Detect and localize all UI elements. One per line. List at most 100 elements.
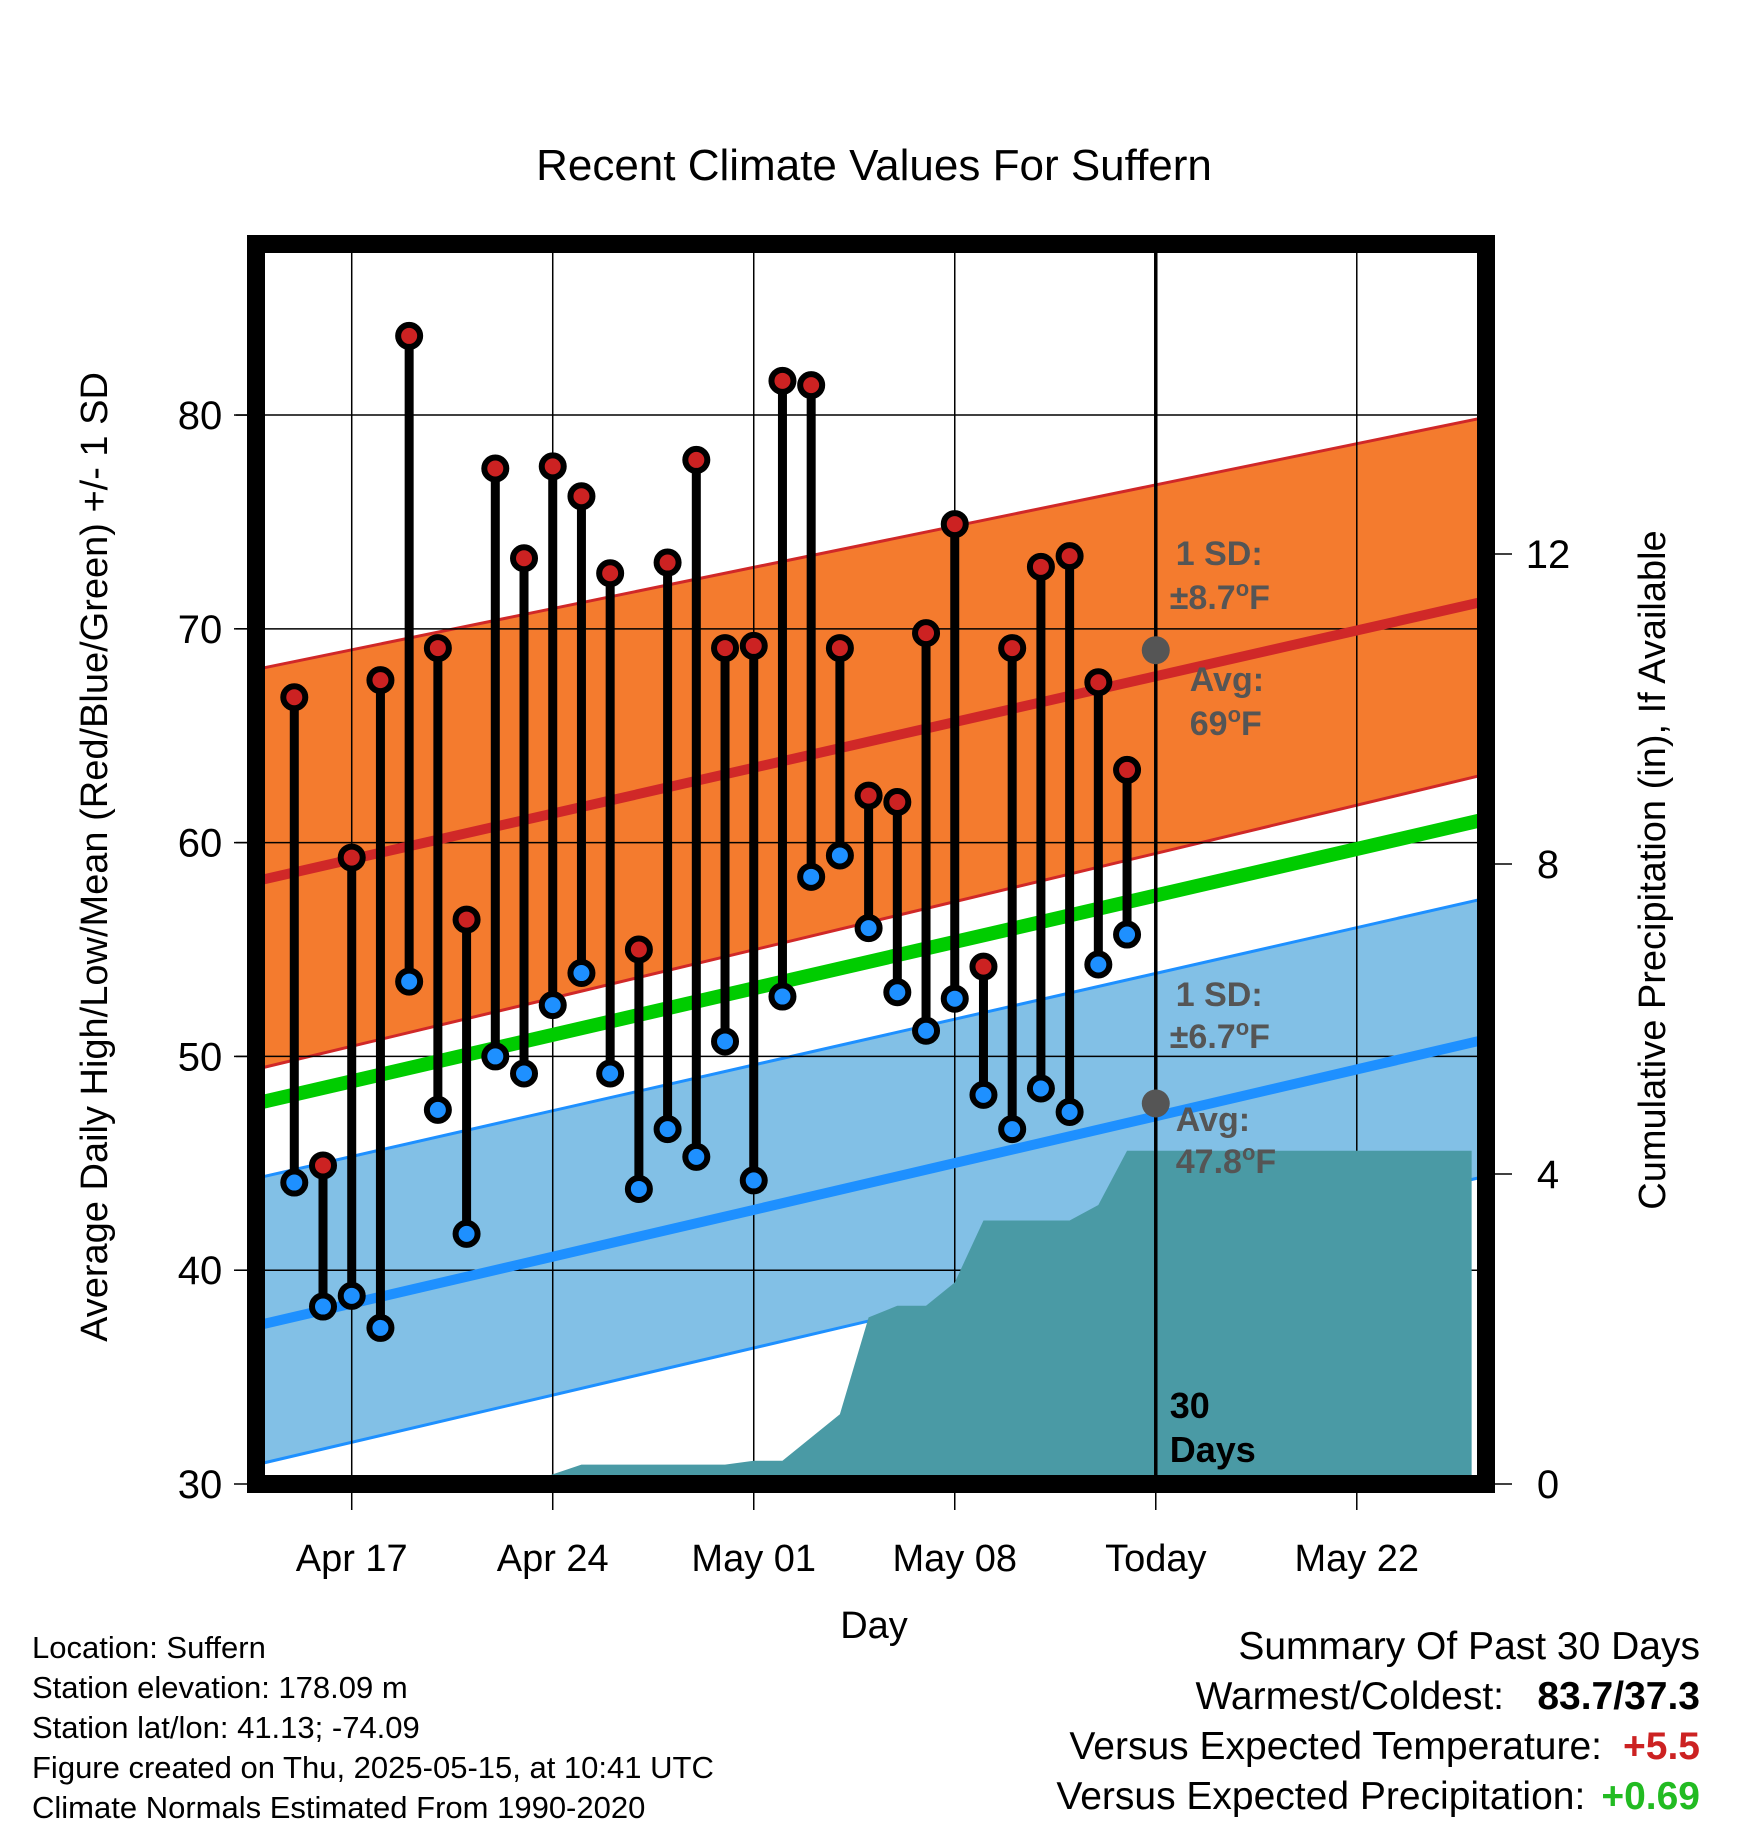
precip-label: Versus Expected Precipitation: xyxy=(1056,1775,1586,1818)
high-sd-value: ±8.7oF xyxy=(1170,576,1270,617)
high-temp-point xyxy=(452,905,481,934)
high-temp-point xyxy=(969,952,998,981)
summary-temp: Versus Expected Temperature: +5.5 xyxy=(1056,1722,1700,1772)
high-temp-point xyxy=(1113,755,1142,784)
low-temp-point xyxy=(538,991,567,1020)
high-temp-point xyxy=(739,631,768,660)
low-temp-point xyxy=(825,841,854,870)
low-temp-point xyxy=(883,978,912,1007)
low-temp-point xyxy=(596,1059,625,1088)
chart-title: Recent Climate Values For Suffern xyxy=(536,141,1212,190)
y-tick-label: 30 xyxy=(178,1463,223,1507)
high-temp-point xyxy=(854,781,883,810)
high-temp-point xyxy=(596,559,625,588)
low-sd-label: 1 SD: xyxy=(1176,976,1263,1014)
low-temp-point xyxy=(1026,1074,1055,1103)
low-temp-point xyxy=(1113,920,1142,949)
low-temp-point xyxy=(739,1166,768,1195)
high-temp-point xyxy=(366,666,395,695)
x-tick-label: May 08 xyxy=(892,1538,1017,1580)
days-label-text: Days xyxy=(1170,1429,1256,1470)
high-temp-point xyxy=(1055,542,1084,571)
high-avg-label: Avg: xyxy=(1190,661,1264,699)
low-temp-point xyxy=(567,959,596,988)
y-tick-label: 60 xyxy=(178,822,223,866)
high-avg-value: 69oF xyxy=(1190,702,1262,743)
high-temp-point xyxy=(567,482,596,511)
low-temp-point xyxy=(969,1080,998,1109)
y2-tick-label: 0 xyxy=(1537,1463,1559,1507)
high-temp-point xyxy=(280,683,309,712)
location-text: Location: Suffern xyxy=(32,1630,266,1665)
low-avg-value: 47.8oF xyxy=(1176,1140,1276,1181)
low-temp-point xyxy=(366,1313,395,1342)
precip-area xyxy=(524,1150,1472,1484)
low-temp-point xyxy=(452,1219,481,1248)
high-temp-point xyxy=(912,619,941,648)
high-temp-point xyxy=(1026,552,1055,581)
low-temp-point xyxy=(395,967,424,996)
low-temp-point xyxy=(1055,1098,1084,1126)
x-tick-label: May 22 xyxy=(1294,1538,1419,1580)
low-avg-label: Avg: xyxy=(1176,1101,1250,1139)
high-temp-point xyxy=(883,788,912,816)
low-upper-edge xyxy=(255,896,1487,1180)
high-temp-point xyxy=(825,634,854,663)
low-temp-point xyxy=(481,1042,510,1071)
low-sd-value: ±6.7oF xyxy=(1170,1015,1270,1056)
high-temp-point xyxy=(337,843,366,872)
low-avg-marker xyxy=(1141,1089,1170,1118)
plot-frame xyxy=(247,235,1495,1493)
summary-precip: Versus Expected Precipitation: +0.69 xyxy=(1056,1772,1700,1822)
low-temp-point xyxy=(280,1168,309,1197)
created-text: Figure created on Thu, 2025-05-15, at 10… xyxy=(32,1750,714,1785)
temp-value: +5.5 xyxy=(1623,1725,1700,1768)
low-temp-point xyxy=(423,1095,452,1124)
high-temp-point xyxy=(481,454,510,483)
summary-title: Summary Of Past 30 Days xyxy=(1238,1625,1700,1668)
low-temp-point xyxy=(912,1016,941,1045)
high-temp-point xyxy=(395,321,424,350)
warm-cold-label: Warmest/Coldest: xyxy=(1195,1675,1504,1718)
days-label-number: 30 xyxy=(1170,1385,1210,1426)
x-tick-label: Apr 17 xyxy=(296,1538,408,1580)
high-temp-point xyxy=(538,452,567,481)
y-tick-label: 50 xyxy=(178,1035,223,1079)
y2-axis-label: Cumulative Precipitation (in), If Availa… xyxy=(1632,530,1674,1209)
latlon-text: Station lat/lon: 41.13; -74.09 xyxy=(32,1710,420,1745)
low-temp-point xyxy=(797,862,826,891)
high-temp-point xyxy=(1084,668,1113,697)
high-temp-point xyxy=(423,634,452,663)
y-tick-label: 40 xyxy=(178,1249,223,1293)
high-temp-point xyxy=(711,634,740,663)
low-normal-line xyxy=(254,1034,1488,1331)
warm-cold-value: 83.7/37.3 xyxy=(1537,1675,1700,1718)
low-temp-point xyxy=(682,1142,711,1171)
low-temp-point xyxy=(337,1281,366,1310)
high-temp-point xyxy=(768,366,797,395)
high-temp-point xyxy=(309,1151,338,1180)
x-tick-label: May 01 xyxy=(691,1538,816,1580)
x-tick-label: Today xyxy=(1105,1538,1206,1580)
low-temp-point xyxy=(711,1027,740,1056)
high-temp-point xyxy=(682,445,711,474)
station-info: Location: Suffern Station elevation: 178… xyxy=(32,1628,714,1828)
low-temp-point xyxy=(653,1115,682,1144)
low-temp-point xyxy=(768,982,797,1011)
x-tick-label: Apr 24 xyxy=(497,1538,609,1580)
low-temp-point xyxy=(1084,950,1113,979)
y-tick-label: 80 xyxy=(178,394,223,438)
y-tick-label: 70 xyxy=(178,608,223,652)
high-temp-point xyxy=(653,548,682,577)
high-upper-edge xyxy=(255,415,1487,671)
x-axis-label: Day xyxy=(840,1605,908,1647)
temp-label: Versus Expected Temperature: xyxy=(1069,1725,1602,1768)
normals-text: Climate Normals Estimated From 1990-2020 xyxy=(32,1790,646,1825)
low-temp-point xyxy=(854,914,883,943)
y-axis-label: Average Daily High/Low/Mean (Red/Blue/Gr… xyxy=(74,372,116,1342)
high-temp-point xyxy=(940,510,969,539)
low-temp-point xyxy=(624,1174,653,1203)
low-temp-point xyxy=(940,984,969,1013)
mean-normal-line xyxy=(254,812,1488,1111)
high-avg-marker xyxy=(1141,636,1170,665)
